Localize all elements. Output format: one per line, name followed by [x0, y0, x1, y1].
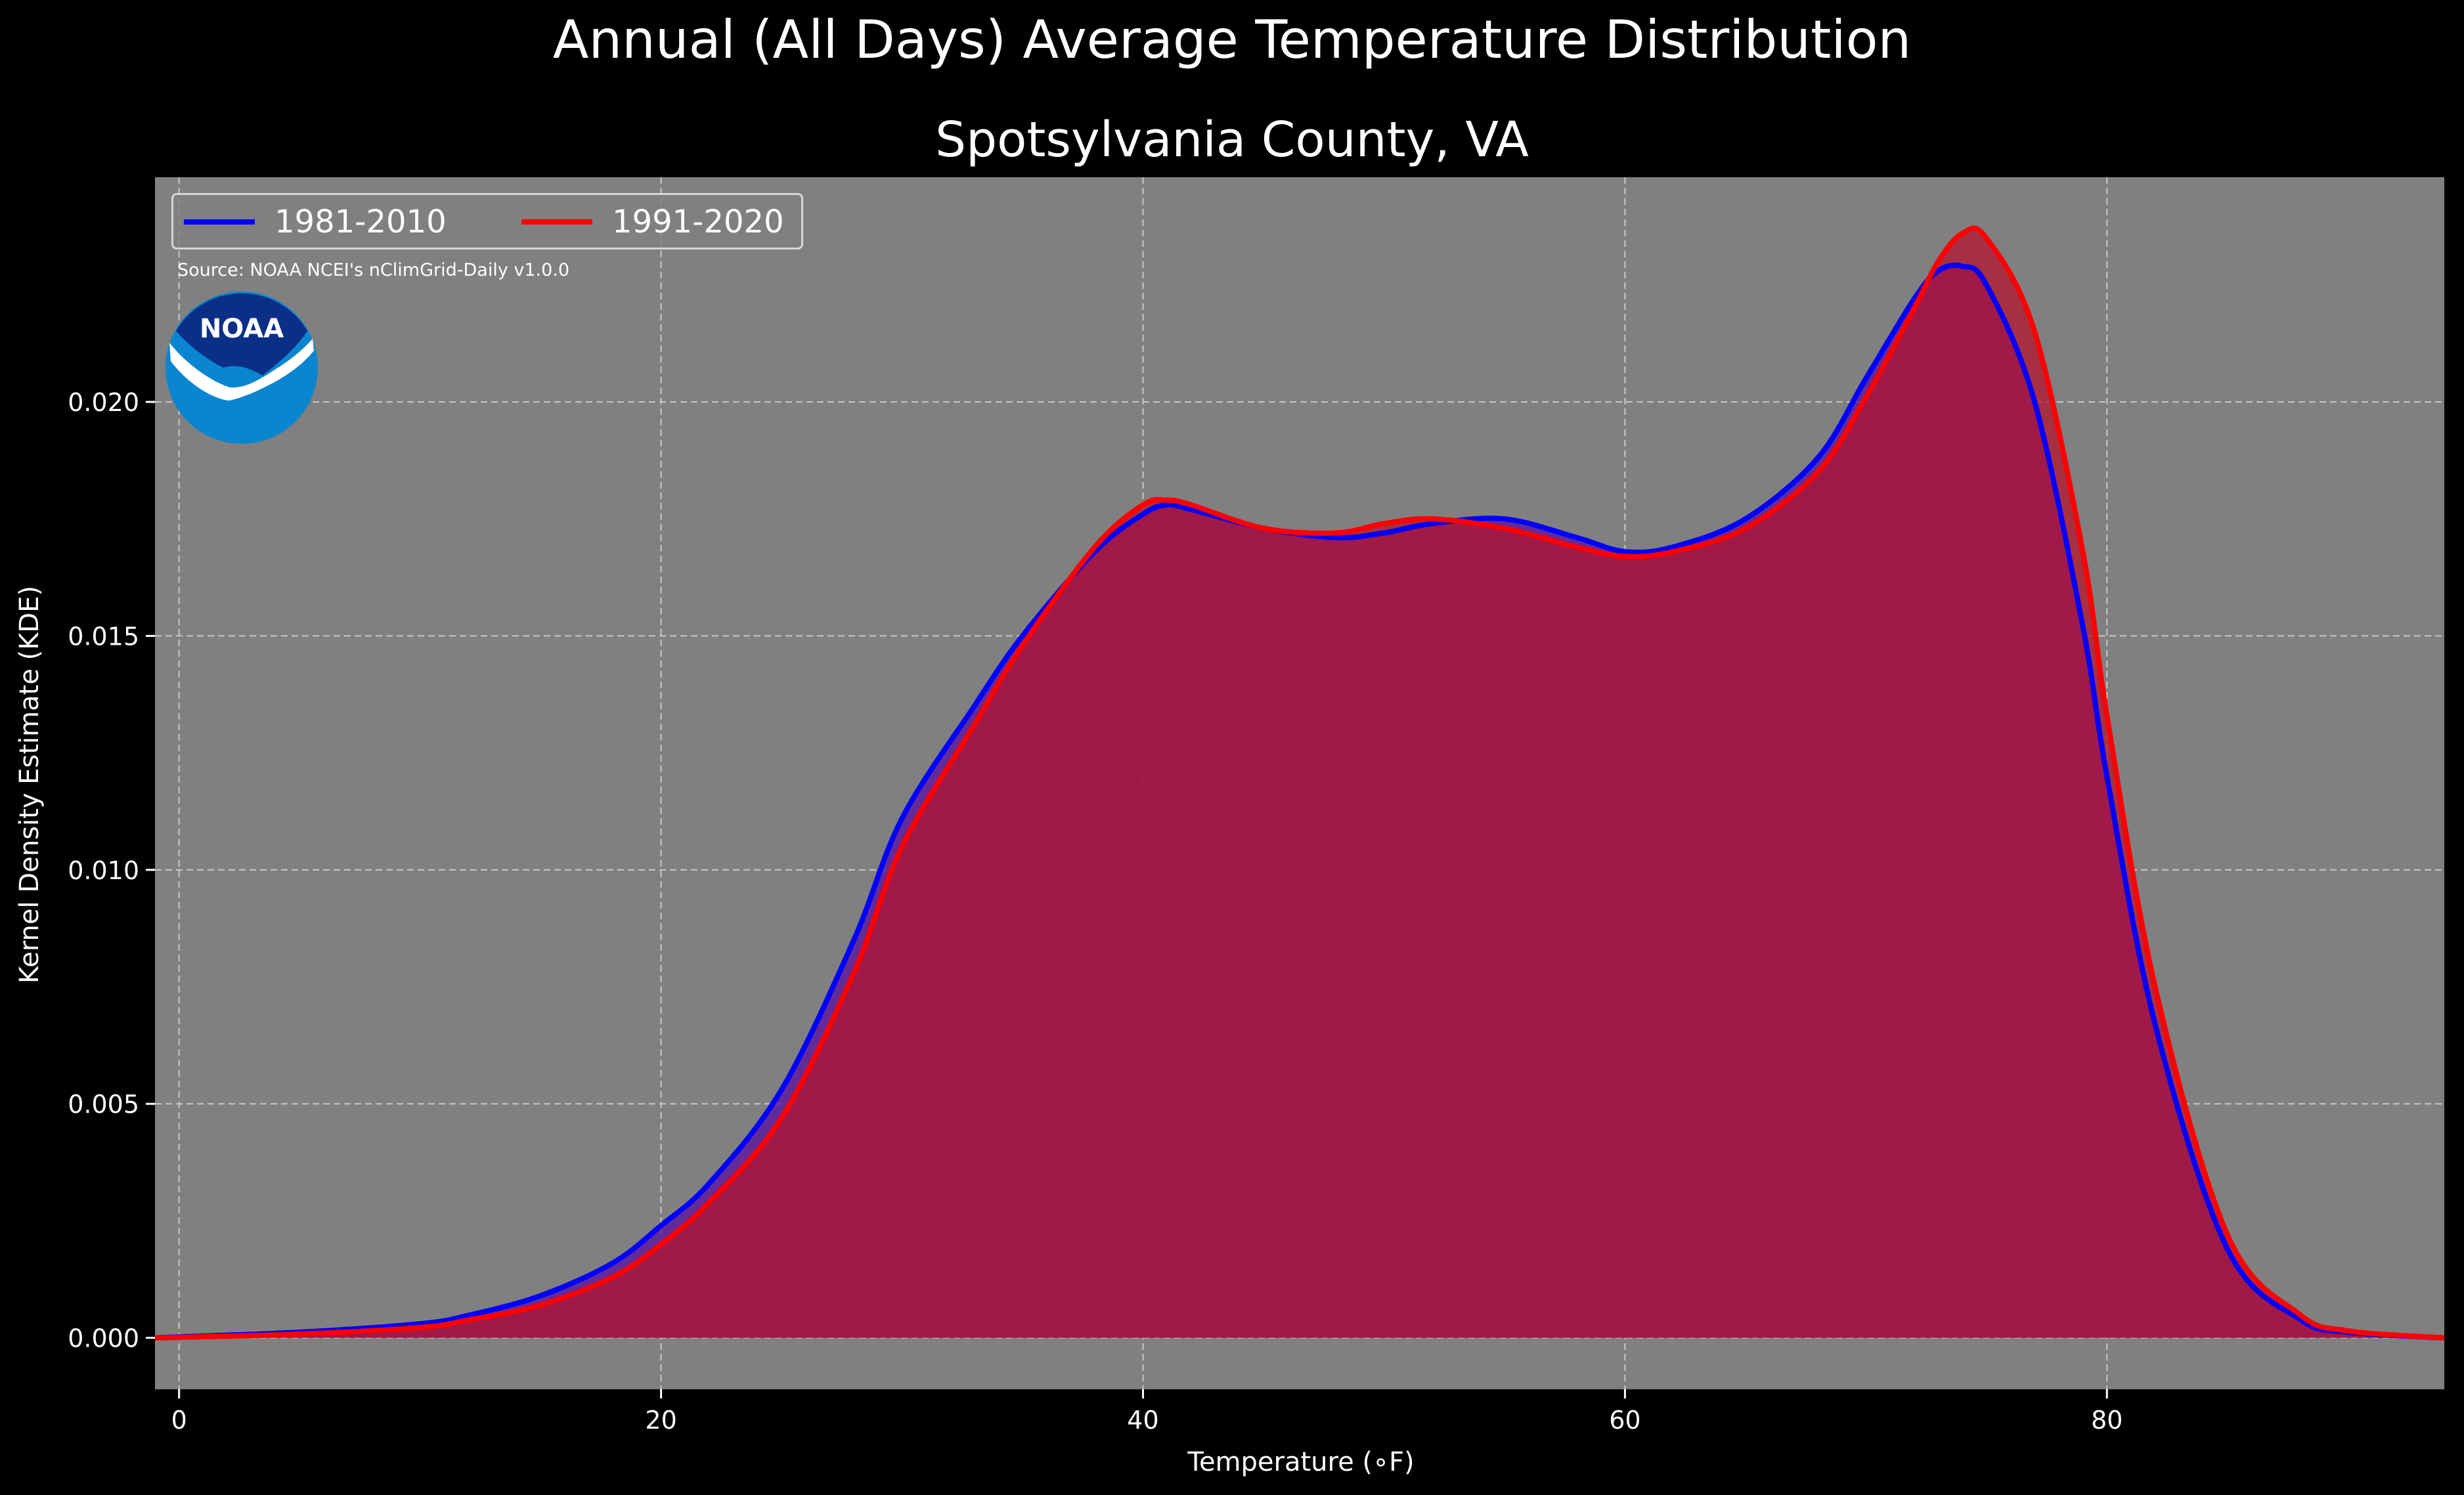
noaa-logo-text: NOAA: [200, 314, 284, 344]
source-annotation: Source: NOAA NCEI's nClimGrid-Daily v1.0…: [177, 260, 570, 280]
x-axis-label: Temperature (∘F): [1187, 1447, 1414, 1477]
y-tick-label: 0.020: [68, 388, 139, 417]
x-tick-label: 20: [645, 1406, 676, 1435]
legend: 1981-2010 1991-2020: [171, 193, 803, 249]
series-line-1981-2010: [154, 262, 2445, 1341]
legend-swatch-blue: [184, 219, 255, 225]
x-tick-label: 60: [1609, 1406, 1640, 1435]
x-tick-label: 0: [171, 1406, 187, 1435]
y-tick-label: 0.010: [68, 856, 139, 885]
series-area-1991-2020: [155, 228, 2444, 1338]
figure-suptitle: Annual (All Days) Average Temperature Di…: [552, 9, 1912, 70]
series-line-1991-2020: [154, 225, 2445, 1341]
y-axis-label: Kernel Density Estimate (KDE): [14, 586, 45, 984]
axes: 0 20 40 60 80 0.000 0.005 0.010 0.015 0.020: [68, 388, 2123, 1435]
legend-label: 1981-2010: [275, 204, 447, 240]
y-tick-label: 0.000: [68, 1324, 139, 1353]
legend-item-1991-2020: 1991-2020: [521, 203, 784, 241]
y-tick-label: 0.015: [68, 622, 139, 651]
y-tick-label: 0.005: [68, 1090, 139, 1119]
legend-swatch-red: [521, 219, 592, 225]
legend-label: 1991-2020: [612, 204, 784, 240]
x-tick-label: 80: [2091, 1406, 2123, 1435]
noaa-logo: NOAA: [165, 292, 318, 444]
x-tick-label: 40: [1127, 1406, 1158, 1435]
series-areas: [154, 225, 2445, 1341]
legend-item-1981-2010: 1981-2010: [184, 203, 447, 241]
chart-title: Spotsylvania County, VA: [935, 112, 1529, 168]
